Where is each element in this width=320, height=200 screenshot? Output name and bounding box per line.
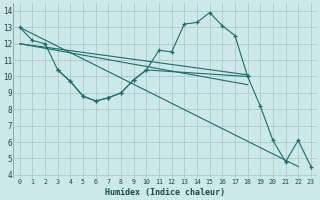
X-axis label: Humidex (Indice chaleur): Humidex (Indice chaleur) [105, 188, 225, 197]
